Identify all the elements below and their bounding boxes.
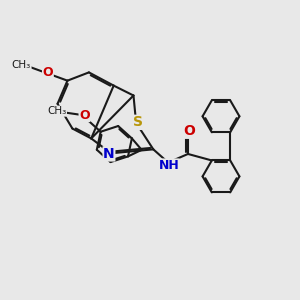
Text: O: O: [43, 66, 53, 80]
Text: N: N: [103, 147, 115, 161]
Text: S: S: [133, 115, 143, 129]
Text: CH₃: CH₃: [12, 60, 31, 70]
Text: O: O: [79, 109, 90, 122]
Text: NH: NH: [158, 159, 179, 172]
Text: CH₃: CH₃: [47, 106, 66, 116]
Text: O: O: [184, 124, 195, 138]
